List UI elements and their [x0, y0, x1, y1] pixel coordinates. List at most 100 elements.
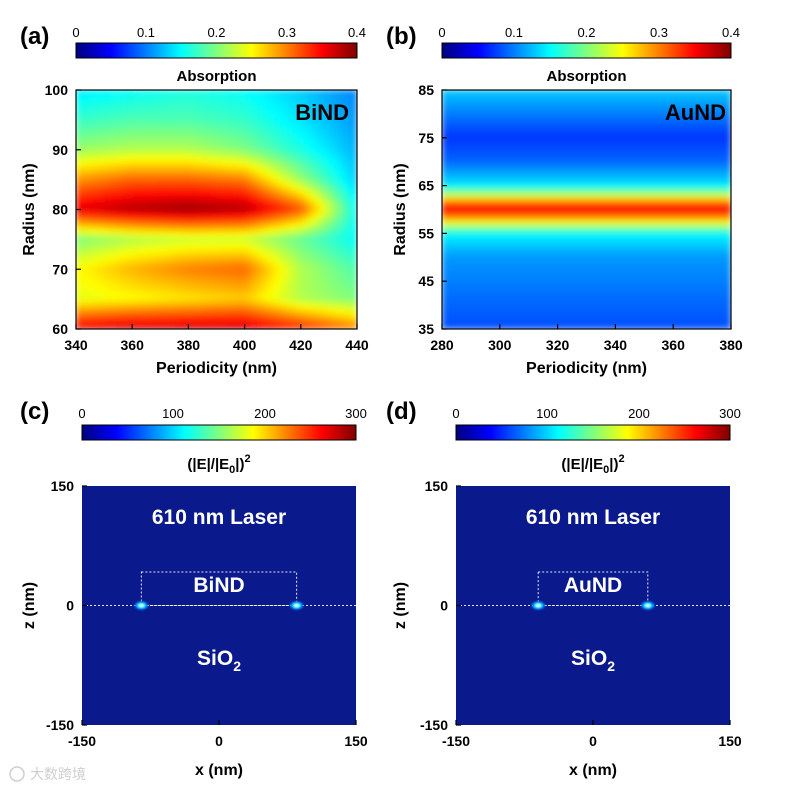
heatmap-cell [652, 224, 660, 230]
heatmap-cell [251, 113, 258, 119]
heatmap-cell [338, 288, 346, 294]
heatmap-cell [350, 121, 357, 127]
heatmap-cell [251, 157, 258, 163]
heatmap-cell [98, 244, 106, 250]
heatmap-cell [186, 137, 194, 143]
heatmap-cell [303, 284, 311, 290]
heatmap-cell [459, 201, 467, 207]
heatmap-cell [239, 157, 247, 163]
heatmap-cell [459, 141, 467, 147]
heatmap-cell [145, 264, 153, 270]
heatmap-cell [344, 93, 352, 99]
heatmap-cell [592, 113, 600, 119]
heatmap-cell [344, 101, 352, 107]
heatmap-cell [233, 324, 241, 329]
heatmap-cell [239, 149, 247, 155]
heatmap-cell [134, 117, 141, 123]
heatmap-cell [175, 169, 182, 175]
heatmap-cell [251, 189, 258, 195]
heatmap-cell [116, 129, 124, 135]
heatmap-cell [561, 93, 569, 99]
heatmap-cell [134, 256, 141, 262]
heatmap-cell [216, 244, 223, 250]
heatmap-cell [598, 181, 606, 187]
heatmap-cell [151, 197, 159, 203]
heatmap-cell [116, 209, 124, 214]
heatmap-cell [471, 137, 479, 143]
heatmap-cell [676, 165, 684, 171]
heatmap-cell [233, 149, 241, 155]
heatmap-cell [549, 149, 557, 155]
heatmap-cell [151, 105, 159, 111]
heatmap-cell [652, 256, 660, 262]
heatmap-cell [688, 93, 696, 99]
heatmap-cell [688, 149, 696, 155]
heatmap-cell [350, 153, 357, 159]
heatmap-cell [81, 292, 89, 298]
heatmap-cell [93, 109, 100, 115]
heatmap-cell [549, 236, 557, 242]
heatmap-cell [204, 137, 212, 143]
heatmap-cell [216, 209, 223, 214]
heatmap-cell [555, 189, 563, 195]
heatmap-cell [573, 137, 581, 143]
heatmap-cell [251, 165, 258, 171]
heatmap-cell [586, 101, 594, 107]
heatmap-cell [110, 324, 118, 329]
heatmap-cell [192, 304, 200, 310]
heatmap-cell [76, 300, 83, 306]
heatmap-cell [477, 197, 485, 203]
heatmap-cell [292, 93, 299, 99]
heatmap-cell [501, 228, 509, 234]
heatmap-cell [640, 121, 648, 127]
heatmap-cell [519, 181, 527, 187]
heatmap-cell [98, 272, 106, 278]
heatmap-cell [239, 129, 247, 135]
heatmap-cell [210, 201, 217, 207]
heatmap-cell [180, 220, 188, 226]
heatmap-cell [157, 181, 165, 187]
heatmap-cell [315, 137, 323, 143]
heatmap-cell [280, 232, 288, 238]
heatmap-cell [239, 185, 247, 191]
heatmap-cell [676, 216, 684, 222]
heatmap-cell [98, 173, 106, 179]
heatmap-cell [251, 101, 258, 107]
heatmap-cell [198, 308, 206, 314]
heatmap-cell [321, 252, 329, 258]
heatmap-cell [555, 125, 563, 131]
heatmap-cell [104, 181, 112, 187]
heatmap-cell [303, 324, 311, 329]
heatmap-cell [658, 153, 666, 159]
heatmap-cell [321, 216, 329, 222]
heatmap-cell [682, 177, 690, 183]
heatmap-cell [122, 236, 130, 242]
heatmap-cell [221, 256, 229, 262]
heatmap-cell [531, 137, 539, 143]
heatmap-cell [682, 157, 690, 163]
heatmap-cell [169, 197, 177, 203]
heatmap-cell [610, 149, 618, 155]
heatmap-cell [610, 129, 618, 135]
heatmap-cell [180, 177, 188, 183]
heatmap-cell [151, 312, 159, 318]
heatmap-cell [646, 121, 654, 127]
heatmap-cell [579, 224, 587, 230]
heatmap-cell [610, 157, 618, 163]
heatmap-cell [567, 145, 575, 151]
heatmap-cell [447, 161, 455, 167]
heatmap-cell [586, 256, 594, 262]
heatmap-cell [459, 149, 467, 155]
heatmap-cell [192, 300, 200, 306]
heatmap-cell [280, 212, 288, 218]
heatmap-cell [543, 256, 551, 262]
heatmap-cell [204, 252, 212, 258]
heatmap-cell [483, 212, 491, 218]
heatmap-cell [525, 90, 533, 95]
heatmap-cell [292, 324, 299, 329]
heatmap-cell [567, 173, 575, 179]
heatmap-cell [616, 125, 624, 131]
heatmap-cell [98, 193, 106, 199]
heatmap-cell [98, 90, 106, 95]
heatmap-cell [586, 228, 594, 234]
